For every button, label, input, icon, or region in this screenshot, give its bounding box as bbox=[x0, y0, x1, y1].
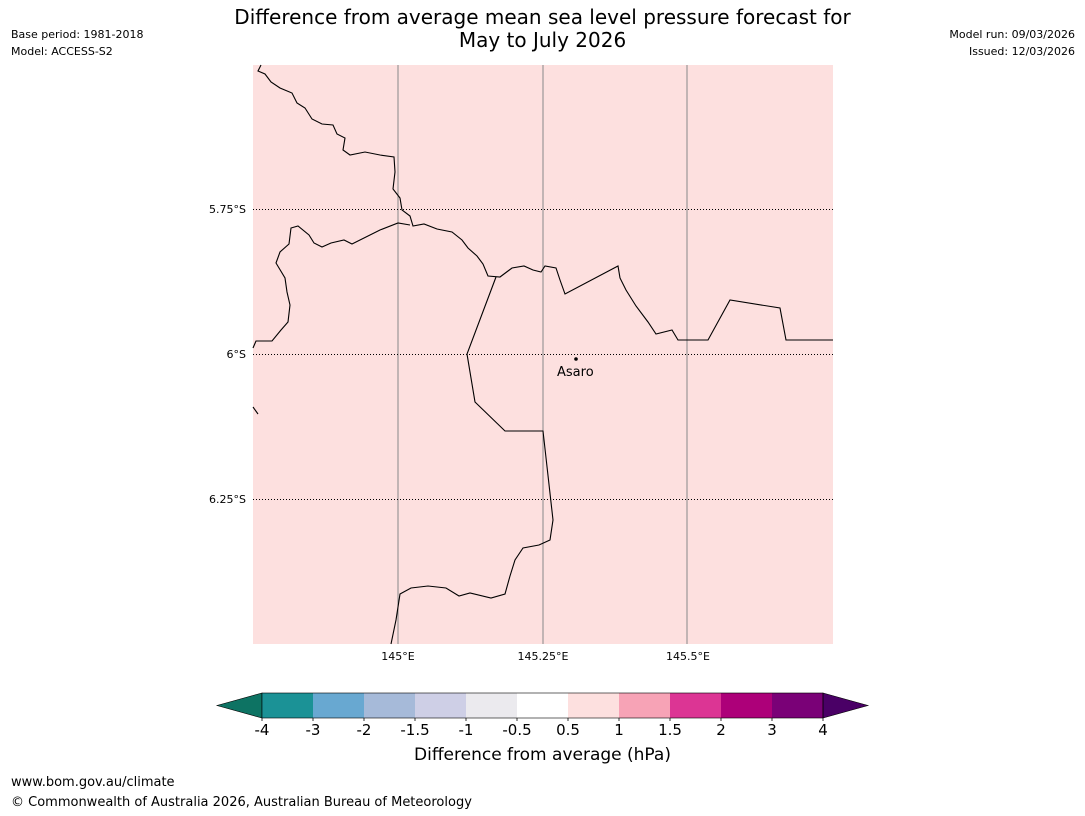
tick-label: 3 bbox=[767, 721, 777, 739]
tick-label: 1.5 bbox=[658, 721, 682, 739]
colorbar-segment bbox=[415, 693, 466, 718]
title-line-2: May to July 2026 bbox=[458, 28, 627, 52]
colorbar-label: Difference from average (hPa) bbox=[414, 745, 671, 765]
boundary-north bbox=[257, 64, 833, 341]
tick-label: -3 bbox=[305, 721, 321, 739]
footer-url[interactable]: www.bom.gov.au/climate bbox=[11, 775, 175, 790]
map-title: Difference from average mean sea level p… bbox=[0, 6, 1085, 52]
tick-label: 2 bbox=[716, 721, 726, 739]
lat-label-6-25s: 6.25°S bbox=[209, 493, 246, 506]
colorbar-over-arrow bbox=[822, 692, 870, 719]
colorbar-segment bbox=[517, 693, 568, 718]
tick-label: -0.5 bbox=[502, 721, 532, 739]
base-period-text: Base period: 1981-2018 bbox=[11, 28, 144, 41]
boundary-west bbox=[252, 222, 411, 349]
tick-label: -4 bbox=[254, 721, 270, 739]
model-text: Model: ACCESS-S2 bbox=[11, 45, 113, 58]
colorbar-segment bbox=[670, 693, 721, 718]
boundary-southwest bbox=[252, 406, 259, 415]
footer-copyright: © Commonwealth of Australia 2026, Austra… bbox=[11, 795, 472, 810]
colorbar-segment bbox=[313, 693, 364, 718]
town-marker bbox=[574, 357, 578, 361]
lat-label-6s: 6°S bbox=[226, 348, 246, 361]
lon-label-145e: 145°E bbox=[381, 650, 415, 663]
meta-left: Base period: 1981-2018 Model: ACCESS-S2 bbox=[11, 26, 143, 60]
province-boundaries bbox=[252, 64, 833, 645]
tick-label: 1 bbox=[614, 721, 624, 739]
lon-label-145-25e: 145.25°E bbox=[517, 650, 569, 663]
tick-label: 0.5 bbox=[556, 721, 580, 739]
colorbar-segment bbox=[262, 693, 313, 718]
lat-label-5-75s: 5.75°S bbox=[209, 203, 246, 216]
colorbar-under-arrow bbox=[215, 692, 263, 719]
colorbar-segment bbox=[568, 693, 619, 718]
colorbar-segment bbox=[772, 693, 823, 718]
lon-label-145-5e: 145.5°E bbox=[666, 650, 710, 663]
tick-label: -2 bbox=[356, 721, 372, 739]
colorbar-segment bbox=[466, 693, 517, 718]
colorbar-frame bbox=[261, 692, 824, 719]
colorbar-segment bbox=[364, 693, 415, 718]
tick-label: -1.5 bbox=[400, 721, 430, 739]
title-line-1: Difference from average mean sea level p… bbox=[234, 5, 851, 29]
place-label: Asaro bbox=[557, 365, 594, 380]
issued-text: Issued: 12/03/2026 bbox=[968, 45, 1075, 58]
tick-label: -1 bbox=[458, 721, 474, 739]
model-run-text: Model run: 09/03/2026 bbox=[949, 28, 1075, 41]
boundary-central bbox=[390, 276, 554, 645]
colorbar-segment bbox=[721, 693, 772, 718]
colorbar-segment bbox=[619, 693, 670, 718]
meta-right: Model run: 09/03/2026 Issued: 12/03/2026 bbox=[949, 26, 1075, 60]
tick-label: 4 bbox=[818, 721, 828, 739]
